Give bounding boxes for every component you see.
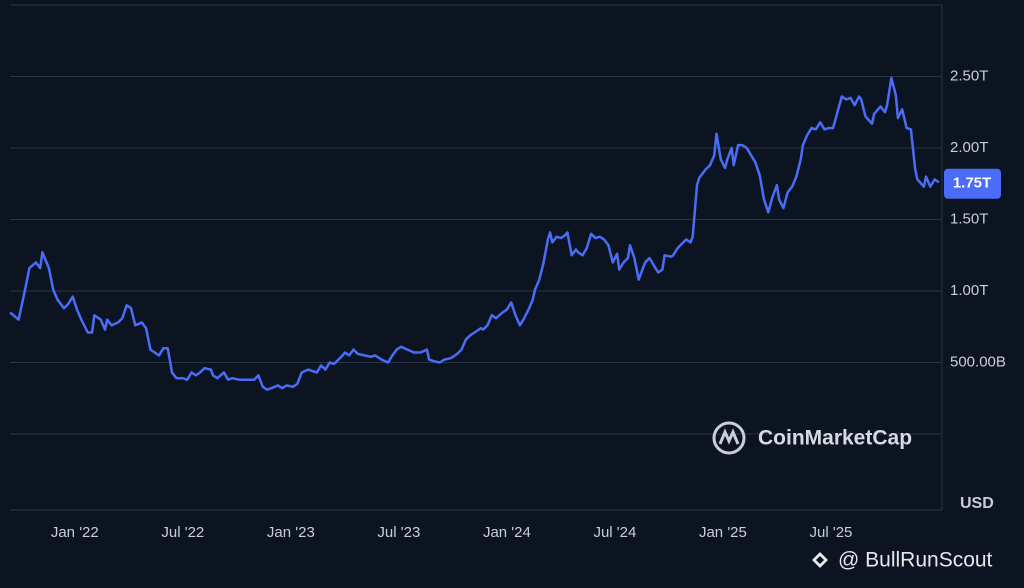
x-tick-label: Jul '24 bbox=[593, 524, 636, 541]
y-tick-label: 2.50T bbox=[950, 67, 988, 84]
last-value-label: 1.75T bbox=[953, 175, 991, 192]
x-tick-label: Jul '23 bbox=[377, 524, 420, 541]
x-tick-label: Jul '25 bbox=[810, 524, 853, 541]
currency-label: USD bbox=[960, 495, 994, 512]
last-value-tag: 1.75T bbox=[944, 168, 1001, 199]
x-tick-label: Jan '24 bbox=[483, 524, 531, 541]
y-tick-label: 2.00T bbox=[950, 139, 988, 156]
y-tick-label: 500.00B bbox=[950, 353, 1006, 370]
y-tick-label: 1.50T bbox=[950, 210, 988, 227]
x-tick-label: Jul '22 bbox=[161, 524, 204, 541]
x-tick-label: Jan '23 bbox=[267, 524, 315, 541]
credit-icon bbox=[812, 552, 828, 568]
credit: @ BullRunScout bbox=[812, 549, 993, 572]
y-tick-label: 1.00T bbox=[950, 282, 988, 299]
watermark: CoinMarketCap bbox=[712, 421, 912, 455]
credit-text: @ BullRunScout bbox=[838, 549, 993, 572]
watermark-logo bbox=[712, 421, 746, 455]
x-tick-label: Jan '25 bbox=[699, 524, 747, 541]
watermark-logo-mark bbox=[718, 428, 740, 445]
last-value-box bbox=[944, 168, 1001, 199]
watermark-text: CoinMarketCap bbox=[758, 427, 912, 450]
x-tick-label: Jan '22 bbox=[51, 524, 99, 541]
price-line bbox=[9, 76, 940, 391]
